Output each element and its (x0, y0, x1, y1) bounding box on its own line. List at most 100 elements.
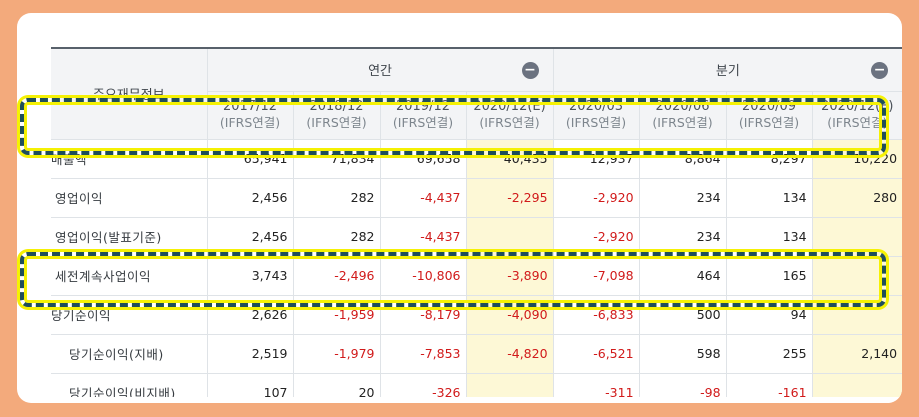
financial-table-container: 주요재무정보 연간 − 분기 − 2017/12 (IFRS연결) 2018/12(… (51, 47, 902, 397)
table-cell: -3,890 (466, 256, 554, 296)
table-cell: 234 (639, 217, 727, 257)
table-cell: 134 (726, 217, 813, 257)
column-period: 2020/06 (655, 99, 710, 115)
table-cell: -8,179 (380, 295, 467, 335)
table-row: 영업이익(발표기준) 2,456 282 -4,437 -2,920 234 134 (51, 217, 902, 257)
table-cell: -2,920 (553, 178, 640, 218)
row-label: 영업이익(발표기준) (51, 217, 208, 257)
table-cell: 134 (726, 178, 813, 218)
group-label-quarterly: 분기 (715, 64, 740, 80)
table-cell: -6,521 (553, 334, 640, 374)
table-cell: 464 (639, 256, 727, 296)
content-card: 주요재무정보 연간 − 분기 − 2017/12 (IFRS연결) 2018/12(… (17, 13, 902, 403)
column-standard: (IFRS연결) (827, 115, 888, 131)
row-label: 매출액 (51, 139, 208, 179)
table-cell: 71,834 (293, 139, 381, 179)
table-cell: -4,437 (380, 178, 467, 218)
table-cell: 12,937 (553, 139, 640, 179)
column-period: 2017/12 (222, 99, 277, 115)
row-label: 당기순이익(비지배) (51, 373, 208, 397)
column-header-5: 2020/03 (IFRS연결) (553, 91, 640, 140)
row-label: 당기순이익(지배) (51, 334, 208, 374)
label-column-header: 주요재무정보 (51, 49, 208, 140)
table-cell: 8,864 (639, 139, 727, 179)
row-label: 영업이익 (51, 178, 208, 218)
table-cell: -4,437 (380, 217, 467, 257)
table-cell: -6,833 (553, 295, 640, 335)
table-cell: 234 (639, 178, 727, 218)
table-row: 매출액 65,941 71,834 69,658 40,435 12,937 8,864 8,… (51, 139, 902, 179)
table-cell (812, 295, 902, 335)
financial-summary-table: 주요재무정보 연간 − 분기 − 2017/12 (IFRS연결) 2018/12(… (51, 49, 902, 397)
table-cell (466, 373, 554, 397)
table-cell (466, 217, 554, 257)
table-cell: 2,626 (207, 295, 294, 335)
table-cell: 8,297 (726, 139, 813, 179)
table-cell: 255 (726, 334, 813, 374)
collapse-quarterly-icon[interactable]: − (871, 62, 889, 79)
column-header-8: 2020/12(E) (IFRS연결) (812, 91, 902, 140)
table-cell (812, 373, 902, 397)
column-standard: (IFRS연결) (219, 115, 281, 131)
column-period: 2019/12 (395, 99, 450, 115)
row-label: 세전계속사업이익 (51, 256, 208, 296)
column-standard: (IFRS연결) (479, 115, 540, 131)
table-cell: 94 (726, 295, 813, 335)
table-cell: -326 (380, 373, 467, 397)
column-header-3: 2019/12 (IFRS연결) (380, 91, 467, 140)
table-cell: -161 (726, 373, 813, 397)
table-cell: 280 (812, 178, 902, 218)
table-cell: -1,979 (293, 334, 381, 374)
group-label-annual: 연간 (368, 64, 392, 80)
table-cell: 20 (293, 373, 381, 397)
table-cell: 598 (639, 334, 727, 374)
group-header-annual: 연간 − (207, 49, 554, 92)
table-cell: -98 (639, 373, 727, 397)
column-standard: (IFRS연결) (565, 115, 627, 131)
table-row: 당기순이익 2,626 -1,959 -8,179 -4,090 -6,833 500 94 (51, 295, 902, 335)
column-period: 2018/12 (309, 99, 364, 115)
table-cell: 2,456 (207, 178, 294, 218)
table-cell: 69,658 (380, 139, 467, 179)
table-cell: -311 (553, 373, 640, 397)
column-period: 2020/09 (742, 99, 797, 115)
table-row: 영업이익 2,456 282 -4,437 -2,295 -2,920 234 134 280 (51, 178, 902, 218)
column-standard: (IFRS연결) (652, 115, 713, 131)
table-cell: -2,920 (553, 217, 640, 257)
table-cell: 282 (293, 178, 381, 218)
table-cell (812, 217, 902, 257)
row-label: 당기순이익 (51, 295, 208, 335)
column-period: 2020/03 (569, 99, 624, 115)
table-cell (812, 256, 902, 296)
table-cell: -7,853 (380, 334, 467, 374)
column-header-4: 2020/12(E) (IFRS연결) (466, 91, 554, 140)
column-standard: (IFRS연결) (392, 115, 454, 131)
column-standard: (IFRS연결) (306, 115, 367, 131)
table-cell: -2,295 (466, 178, 554, 218)
table-cell: -7,098 (553, 256, 640, 296)
group-header-quarterly: 분기 − (553, 49, 902, 92)
column-header-2: 2018/12 (IFRS연결) (293, 91, 381, 140)
table-cell: 282 (293, 217, 381, 257)
table-row: 당기순이익(비지배) 107 20 -326 -311 -98 -161 (51, 373, 902, 397)
table-cell: 500 (639, 295, 727, 335)
table-row: 당기순이익(지배) 2,519 -1,979 -7,853 -4,820 -6,521 59… (51, 334, 902, 374)
table-cell: -1,959 (293, 295, 381, 335)
table-cell: -4,090 (466, 295, 554, 335)
table-cell: 165 (726, 256, 813, 296)
table-cell: -10,806 (380, 256, 467, 296)
column-period: 2020/12(E) (473, 99, 546, 115)
table-cell: 2,519 (207, 334, 294, 374)
column-standard: (IFRS연결) (738, 115, 800, 131)
collapse-annual-icon[interactable]: − (521, 62, 539, 79)
table-cell: -2,496 (293, 256, 381, 296)
column-header-6: 2020/06 (IFRS연결) (639, 91, 727, 140)
column-period: 2020/12(E) (821, 99, 894, 115)
table-cell: 2,456 (207, 217, 294, 257)
table-row: 세전계속사업이익 3,743 -2,496 -10,806 -3,890 -7,098 46… (51, 256, 902, 296)
table-cell: -4,820 (466, 334, 554, 374)
table-cell: 65,941 (207, 139, 294, 179)
table-cell: 40,435 (466, 139, 554, 179)
table-cell: 2,140 (812, 334, 902, 374)
table-cell: 10,220 (812, 139, 902, 179)
